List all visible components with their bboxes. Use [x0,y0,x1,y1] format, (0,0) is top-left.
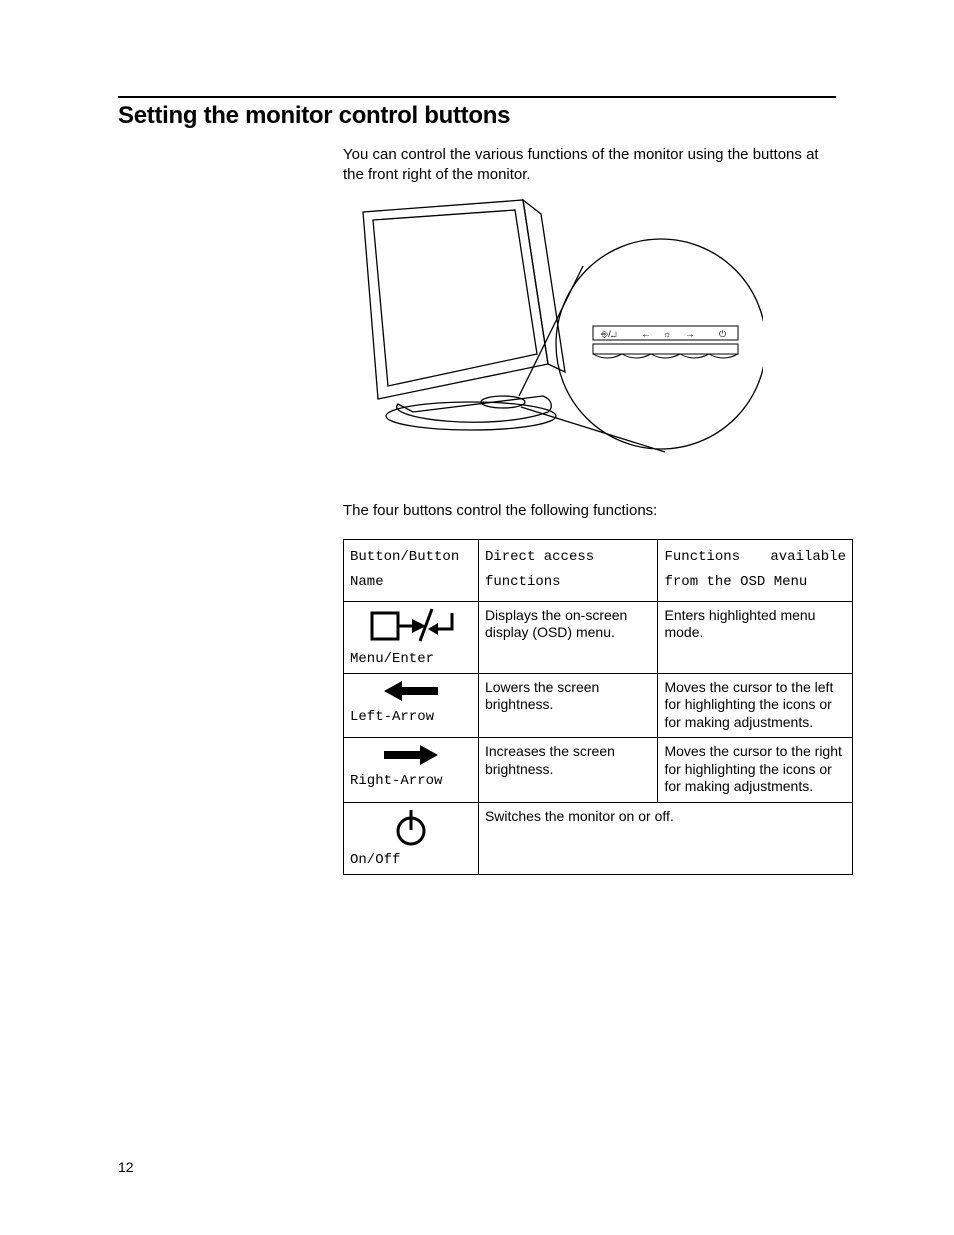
table-row: On/Off Switches the monitor on or off. [344,802,853,874]
menu-enter-icon [368,607,454,645]
svg-text:→: → [685,329,695,340]
table-row: Right-Arrow Increases the screen brightn… [344,738,853,803]
button-label: Right-Arrow [350,773,472,789]
intro-text: You can control the various functions of… [343,145,836,184]
right-arrow-icon [384,743,438,767]
table-row: Left-Arrow Lowers the screen brightness.… [344,673,853,738]
button-label: On/Off [350,852,472,868]
svg-text:⎆/↵: ⎆/↵ [601,329,618,339]
table-header-row: Button/Button Name Direct access functio… [344,539,853,601]
th-osd: Functions available from the OSD Menu [658,539,853,601]
svg-text:←: ← [641,329,651,340]
direct-cell-span: Switches the monitor on or off. [478,802,852,874]
power-icon [394,808,428,846]
osd-cell: Enters highlighted menu mode. [658,601,853,673]
direct-cell: Increases the screen brightness. [478,738,658,803]
after-figure-text: The four buttons control the following f… [343,501,836,521]
section-title: Setting the monitor control buttons [118,102,836,130]
svg-text:⏻: ⏻ [719,329,726,339]
monitor-illustration: ⎆/↵ ← ☼ → ⏻ [343,194,763,474]
button-cell-right-arrow: Right-Arrow [344,738,479,803]
direct-cell: Lowers the screen brightness. [478,673,658,738]
table-row: Menu/Enter Displays the on-screen displa… [344,601,853,673]
monitor-figure: ⎆/↵ ← ☼ → ⏻ [343,194,836,479]
th-direct: Direct access functions [478,539,658,601]
button-label: Menu/Enter [350,651,472,667]
button-cell-power: On/Off [344,802,479,874]
button-cell-left-arrow: Left-Arrow [344,673,479,738]
direct-cell: Displays the on-screen display (OSD) men… [478,601,658,673]
button-cell-menu-enter: Menu/Enter [344,601,479,673]
left-arrow-icon [384,679,438,703]
page-number: 12 [118,1159,134,1175]
osd-cell: Moves the cursor to the left for highlig… [658,673,853,738]
svg-text:☼: ☼ [663,329,671,339]
button-label: Left-Arrow [350,709,472,725]
osd-cell: Moves the cursor to the right for highli… [658,738,853,803]
th-button: Button/Button Name [344,539,479,601]
control-buttons-table: Button/Button Name Direct access functio… [343,539,853,875]
